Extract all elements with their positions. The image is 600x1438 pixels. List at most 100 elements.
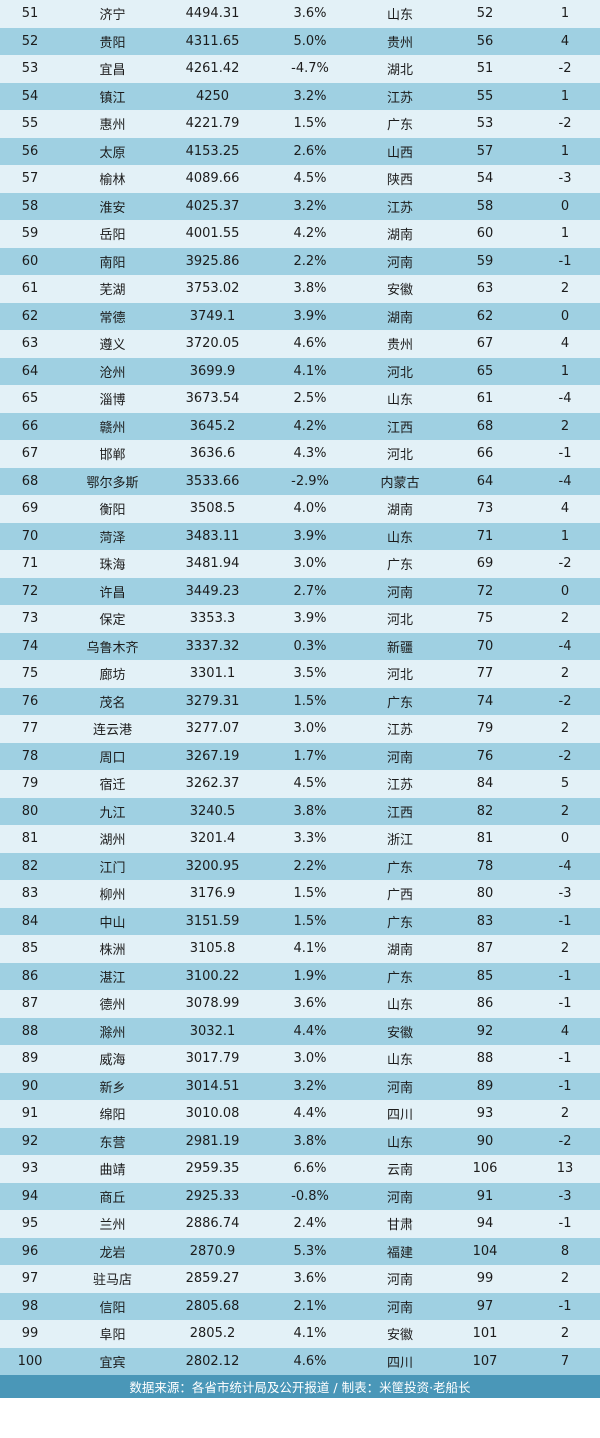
province-cell: 山西 — [386, 145, 413, 161]
city-cell: 宜宾 — [99, 1355, 126, 1371]
prev-rank-cell: 71 — [476, 528, 494, 544]
rank-cell: 88 — [21, 1023, 39, 1039]
prev-rank-cell: 62 — [476, 308, 494, 324]
city-cell: 菏泽 — [99, 530, 126, 546]
city-cell: 阜阳 — [99, 1328, 126, 1344]
rank-cell: 51 — [21, 6, 39, 22]
rank-cell: 78 — [21, 748, 39, 764]
table-row: 98 信阳 2805.68 2.1% 河南 97 -1 — [0, 1292, 600, 1320]
prev-rank-cell: 106 — [472, 1161, 498, 1177]
province-cell: 广东 — [386, 860, 413, 876]
growth-cell: 3.9% — [293, 308, 327, 324]
gdp-cell: 4001.55 — [185, 226, 240, 242]
gdp-cell: 3720.05 — [185, 336, 240, 352]
rank-cell: 89 — [21, 1051, 39, 1067]
city-cell: 济宁 — [99, 8, 126, 24]
rank-cell: 91 — [21, 1106, 39, 1122]
city-cell: 威海 — [99, 1053, 126, 1069]
gdp-cell: 3636.6 — [189, 446, 236, 462]
rank-cell: 81 — [21, 831, 39, 847]
table-row: 74 乌鲁木齐 3337.32 0.3% 新疆 70 -4 — [0, 632, 600, 660]
rank-cell: 64 — [21, 363, 39, 379]
prev-rank-cell: 89 — [476, 1078, 494, 1094]
growth-cell: 4.5% — [293, 776, 327, 792]
table-row: 52 贵阳 4311.65 5.0% 贵州 56 4 — [0, 27, 600, 55]
prev-rank-cell: 52 — [476, 6, 494, 22]
gdp-cell: 3508.5 — [189, 501, 236, 517]
gdp-cell: 2886.74 — [185, 1216, 240, 1232]
table-row: 54 镇江 4250 3.2% 江苏 55 1 — [0, 82, 600, 110]
table-row: 67 邯郸 3636.6 4.3% 河北 66 -1 — [0, 440, 600, 468]
gdp-cell: 4221.79 — [185, 116, 240, 132]
rank-change-cell: 4 — [560, 501, 570, 517]
rank-change-cell: 1 — [560, 226, 570, 242]
prev-rank-cell: 79 — [476, 721, 494, 737]
table-row: 88 滁州 3032.1 4.4% 安徽 92 4 — [0, 1017, 600, 1045]
growth-cell: 3.9% — [293, 611, 327, 627]
city-cell: 湖州 — [99, 833, 126, 849]
gdp-cell: 3201.4 — [189, 831, 236, 847]
gdp-cell: 3200.95 — [185, 858, 240, 874]
city-cell: 连云港 — [92, 723, 132, 739]
city-cell: 乌鲁木齐 — [86, 640, 139, 656]
city-cell: 滁州 — [99, 1025, 126, 1041]
rank-cell: 74 — [21, 638, 39, 654]
city-cell: 德州 — [99, 998, 126, 1014]
growth-cell: 3.2% — [293, 1078, 327, 1094]
table-row: 85 株洲 3105.8 4.1% 湖南 87 2 — [0, 935, 600, 963]
rank-change-cell: 2 — [560, 1106, 570, 1122]
city-cell: 中山 — [99, 915, 126, 931]
rank-cell: 61 — [21, 281, 39, 297]
city-cell: 湛江 — [99, 970, 126, 986]
table-row: 75 廊坊 3301.1 3.5% 河北 77 2 — [0, 660, 600, 688]
province-cell: 广东 — [386, 118, 413, 134]
rank-change-cell: -1 — [558, 968, 572, 984]
city-cell: 兰州 — [99, 1218, 126, 1234]
rank-change-cell: -3 — [558, 1188, 572, 1204]
table-row: 58 淮安 4025.37 3.2% 江苏 58 0 — [0, 192, 600, 220]
city-cell: 新乡 — [99, 1080, 126, 1096]
rank-change-cell: 2 — [560, 611, 570, 627]
rank-cell: 58 — [21, 198, 39, 214]
rank-change-cell: 0 — [560, 198, 570, 214]
rank-change-cell: -1 — [558, 913, 572, 929]
growth-cell: 1.5% — [293, 886, 327, 902]
rank-change-cell: 2 — [560, 1271, 570, 1287]
rank-cell: 67 — [21, 446, 39, 462]
table-row: 64 沧州 3699.9 4.1% 河北 65 1 — [0, 357, 600, 385]
rank-change-cell: -1 — [558, 1298, 572, 1314]
gdp-cell: 3483.11 — [185, 528, 240, 544]
prev-rank-cell: 66 — [476, 446, 494, 462]
prev-rank-cell: 61 — [476, 391, 494, 407]
gdp-cell: 3699.9 — [189, 363, 236, 379]
city-cell: 九江 — [99, 805, 126, 821]
growth-cell: 1.5% — [293, 693, 327, 709]
table-row: 65 淄博 3673.54 2.5% 山东 61 -4 — [0, 385, 600, 413]
rank-cell: 53 — [21, 61, 39, 77]
prev-rank-cell: 68 — [476, 418, 494, 434]
table-row: 53 宜昌 4261.42 -4.7% 湖北 51 -2 — [0, 55, 600, 83]
rank-change-cell: -3 — [558, 171, 572, 187]
prev-rank-cell: 76 — [476, 748, 494, 764]
gdp-cell: 3753.02 — [185, 281, 240, 297]
rank-cell: 82 — [21, 858, 39, 874]
growth-cell: -4.7% — [291, 61, 329, 77]
table-row: 63 遵义 3720.05 4.6% 贵州 67 4 — [0, 330, 600, 358]
province-cell: 山东 — [386, 998, 413, 1014]
province-cell: 四川 — [386, 1108, 413, 1124]
gdp-cell: 3151.59 — [185, 913, 240, 929]
city-cell: 鄂尔多斯 — [86, 475, 139, 491]
growth-cell: -0.8% — [291, 1188, 329, 1204]
rank-change-cell: -3 — [558, 886, 572, 902]
growth-cell: 2.2% — [293, 253, 327, 269]
prev-rank-cell: 99 — [476, 1271, 494, 1287]
city-cell: 保定 — [99, 613, 126, 629]
table-row: 96 龙岩 2870.9 5.3% 福建 104 8 — [0, 1237, 600, 1265]
growth-cell: 2.4% — [293, 1216, 327, 1232]
prev-rank-cell: 85 — [476, 968, 494, 984]
prev-rank-cell: 58 — [476, 198, 494, 214]
gdp-cell: 2802.12 — [185, 1353, 240, 1369]
table-row: 71 珠海 3481.94 3.0% 广东 69 -2 — [0, 550, 600, 578]
city-cell: 淄博 — [99, 393, 126, 409]
growth-cell: 4.1% — [293, 1326, 327, 1342]
